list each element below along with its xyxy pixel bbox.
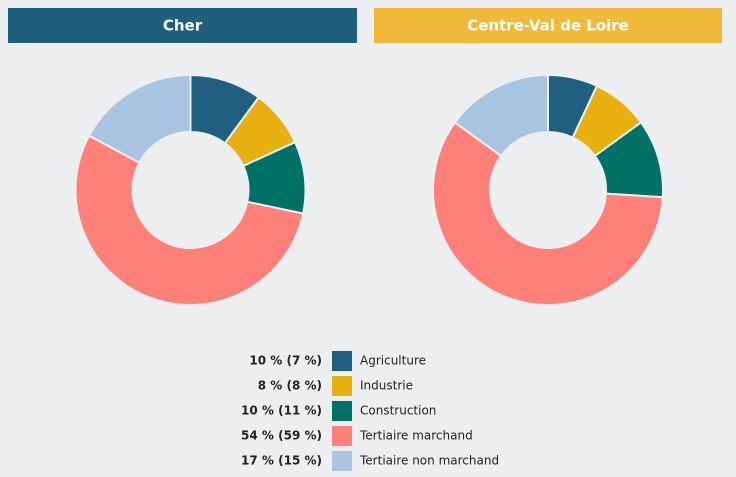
donut-slice [453, 73, 549, 158]
legend-swatch [332, 351, 352, 371]
legend-value-label: 8 % (8 %) [258, 379, 322, 393]
donut-slice [87, 73, 192, 164]
donut-slice [432, 121, 664, 306]
legend-swatch [332, 376, 352, 396]
legend-label: Tertiaire non marchand [359, 454, 499, 468]
chart-header [8, 8, 357, 43]
legend-value-label: 10 % (11 %) [241, 404, 322, 418]
chart-header [374, 8, 722, 43]
legend-swatch [332, 426, 352, 446]
legend-label: Construction [360, 404, 436, 418]
legend-value-label: 10 % (7 %) [249, 354, 322, 368]
legend-value-label: 17 % (15 %) [241, 454, 322, 468]
legend-label: Agriculture [360, 354, 426, 368]
legend-label: Tertiaire marchand [359, 429, 473, 443]
legend-swatch [332, 401, 352, 421]
chart-title: Centre-Val de Loire [467, 17, 629, 35]
chart-title: Cher [163, 17, 203, 35]
legend-value-label: 54 % (59 %) [241, 429, 322, 443]
legend-label: Industrie [360, 379, 413, 393]
legend-swatch [332, 451, 352, 471]
donut-slice [74, 134, 305, 306]
